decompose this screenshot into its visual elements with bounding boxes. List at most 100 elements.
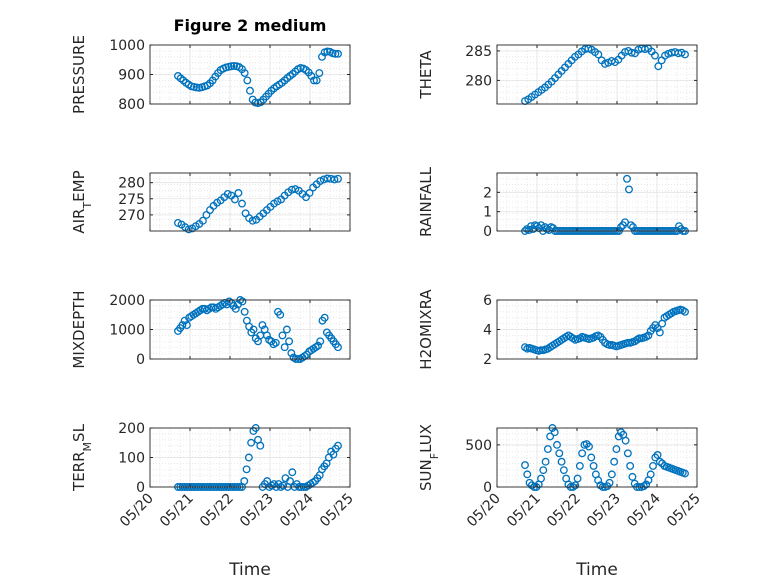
data-point	[651, 51, 659, 60]
data-point	[334, 49, 342, 58]
data-point	[644, 331, 653, 340]
data-point	[234, 189, 243, 197]
data-point	[278, 331, 287, 340]
data-point	[323, 47, 332, 56]
x-tick-label: 05/22	[544, 491, 584, 531]
y-tick-label: 2000	[109, 293, 145, 309]
data-point	[192, 83, 201, 92]
data-point	[178, 321, 187, 330]
data-point	[316, 337, 325, 346]
data-point	[305, 189, 314, 197]
y-axis-label: SUNFLUX	[417, 424, 441, 491]
x-tick-label: 05/24	[624, 490, 664, 530]
x-axis-label: Time	[575, 560, 618, 580]
data-point	[537, 474, 545, 483]
y-axis-label: TERRMSL	[70, 423, 94, 492]
data-point	[184, 225, 193, 234]
y-axis-label: H2OMIXRA	[417, 289, 435, 370]
minor-grid	[496, 173, 698, 231]
data-point	[605, 478, 614, 487]
data-point	[246, 86, 254, 95]
subplot-rainfall: 0 1 2 RAINFALL	[417, 166, 698, 240]
y-tick-label: 200	[118, 421, 145, 437]
y-tick-label: 0	[483, 224, 492, 240]
data-point	[231, 304, 240, 313]
y-tick-label: 285	[465, 44, 492, 60]
y-tick-label: 6	[483, 293, 492, 309]
subplot-mixdepth: 0 1000 2000 MIXDEPTH	[70, 290, 351, 369]
y-axis-label: AIRTEMP	[70, 170, 94, 233]
data-point	[227, 62, 236, 71]
data-point	[249, 325, 258, 334]
data-point	[282, 325, 291, 334]
x-axis-label: Time	[228, 560, 271, 580]
data-point	[280, 343, 289, 352]
data-point	[230, 195, 239, 204]
data-point	[654, 62, 663, 71]
data-point	[641, 45, 649, 54]
data-point	[571, 481, 580, 490]
data-point	[240, 477, 249, 486]
data-point	[681, 469, 689, 478]
y-axis-label: PRESSURE	[70, 35, 88, 114]
data-point	[243, 76, 252, 85]
data-point	[312, 76, 321, 85]
subplot-pressure: 800 900 1000 PRESSURE Figure 2 medium	[70, 16, 351, 114]
data-point	[627, 48, 636, 57]
data-point	[573, 474, 582, 483]
y-tick-label: 1	[483, 205, 492, 221]
data-point	[589, 461, 598, 470]
x-tick-label: 05/24	[277, 490, 317, 530]
data-point	[330, 175, 339, 184]
data-point	[653, 324, 662, 332]
y-tick-label: 1000	[109, 38, 145, 54]
data-point	[653, 451, 662, 459]
data-point	[621, 218, 629, 227]
data-point	[244, 453, 253, 462]
data-point	[334, 343, 342, 352]
data-point	[310, 76, 318, 85]
data-point	[623, 174, 631, 183]
data-point	[314, 341, 322, 350]
data-point	[681, 307, 689, 316]
data-point	[523, 470, 532, 479]
data-point	[521, 461, 529, 470]
y-tick-label: 2	[483, 185, 492, 201]
data-point	[279, 481, 288, 490]
data-point	[628, 472, 637, 481]
data-point	[555, 449, 564, 458]
y-tick-label: 100	[118, 451, 145, 467]
y-axis-label: THETA	[417, 50, 435, 100]
y-tick-label: 0	[483, 480, 492, 496]
data-point	[247, 438, 256, 447]
data-point	[677, 225, 685, 234]
data-point	[621, 436, 630, 445]
y-tick-label: 4	[483, 323, 492, 339]
data-point	[646, 470, 655, 479]
data-point	[642, 480, 651, 489]
data-point	[331, 49, 340, 58]
data-point	[262, 331, 271, 340]
y-axis-label: MIXDEPTH	[70, 290, 88, 368]
axes-box	[496, 427, 698, 488]
series-markers	[174, 47, 342, 108]
x-tick-label: 05/23	[237, 491, 277, 531]
data-point	[288, 468, 297, 477]
data-point	[287, 349, 296, 358]
data-point	[320, 313, 329, 322]
data-point	[198, 216, 207, 225]
x-tick-label: 05/20	[117, 491, 157, 531]
series-markers	[174, 296, 342, 363]
data-point	[240, 69, 249, 77]
y-tick-label: 0	[136, 352, 145, 368]
data-point	[256, 441, 265, 450]
data-point	[626, 461, 635, 470]
subplot-sunflux: 0 500 05/20 05/21 05/22 05/23 05/24 05/25 SUNFLU…	[417, 424, 704, 580]
data-point	[242, 465, 251, 474]
y-tick-label: 1000	[109, 323, 145, 339]
data-point	[649, 461, 657, 470]
data-point	[578, 449, 587, 458]
x-tick-label: 05/25	[664, 491, 704, 531]
